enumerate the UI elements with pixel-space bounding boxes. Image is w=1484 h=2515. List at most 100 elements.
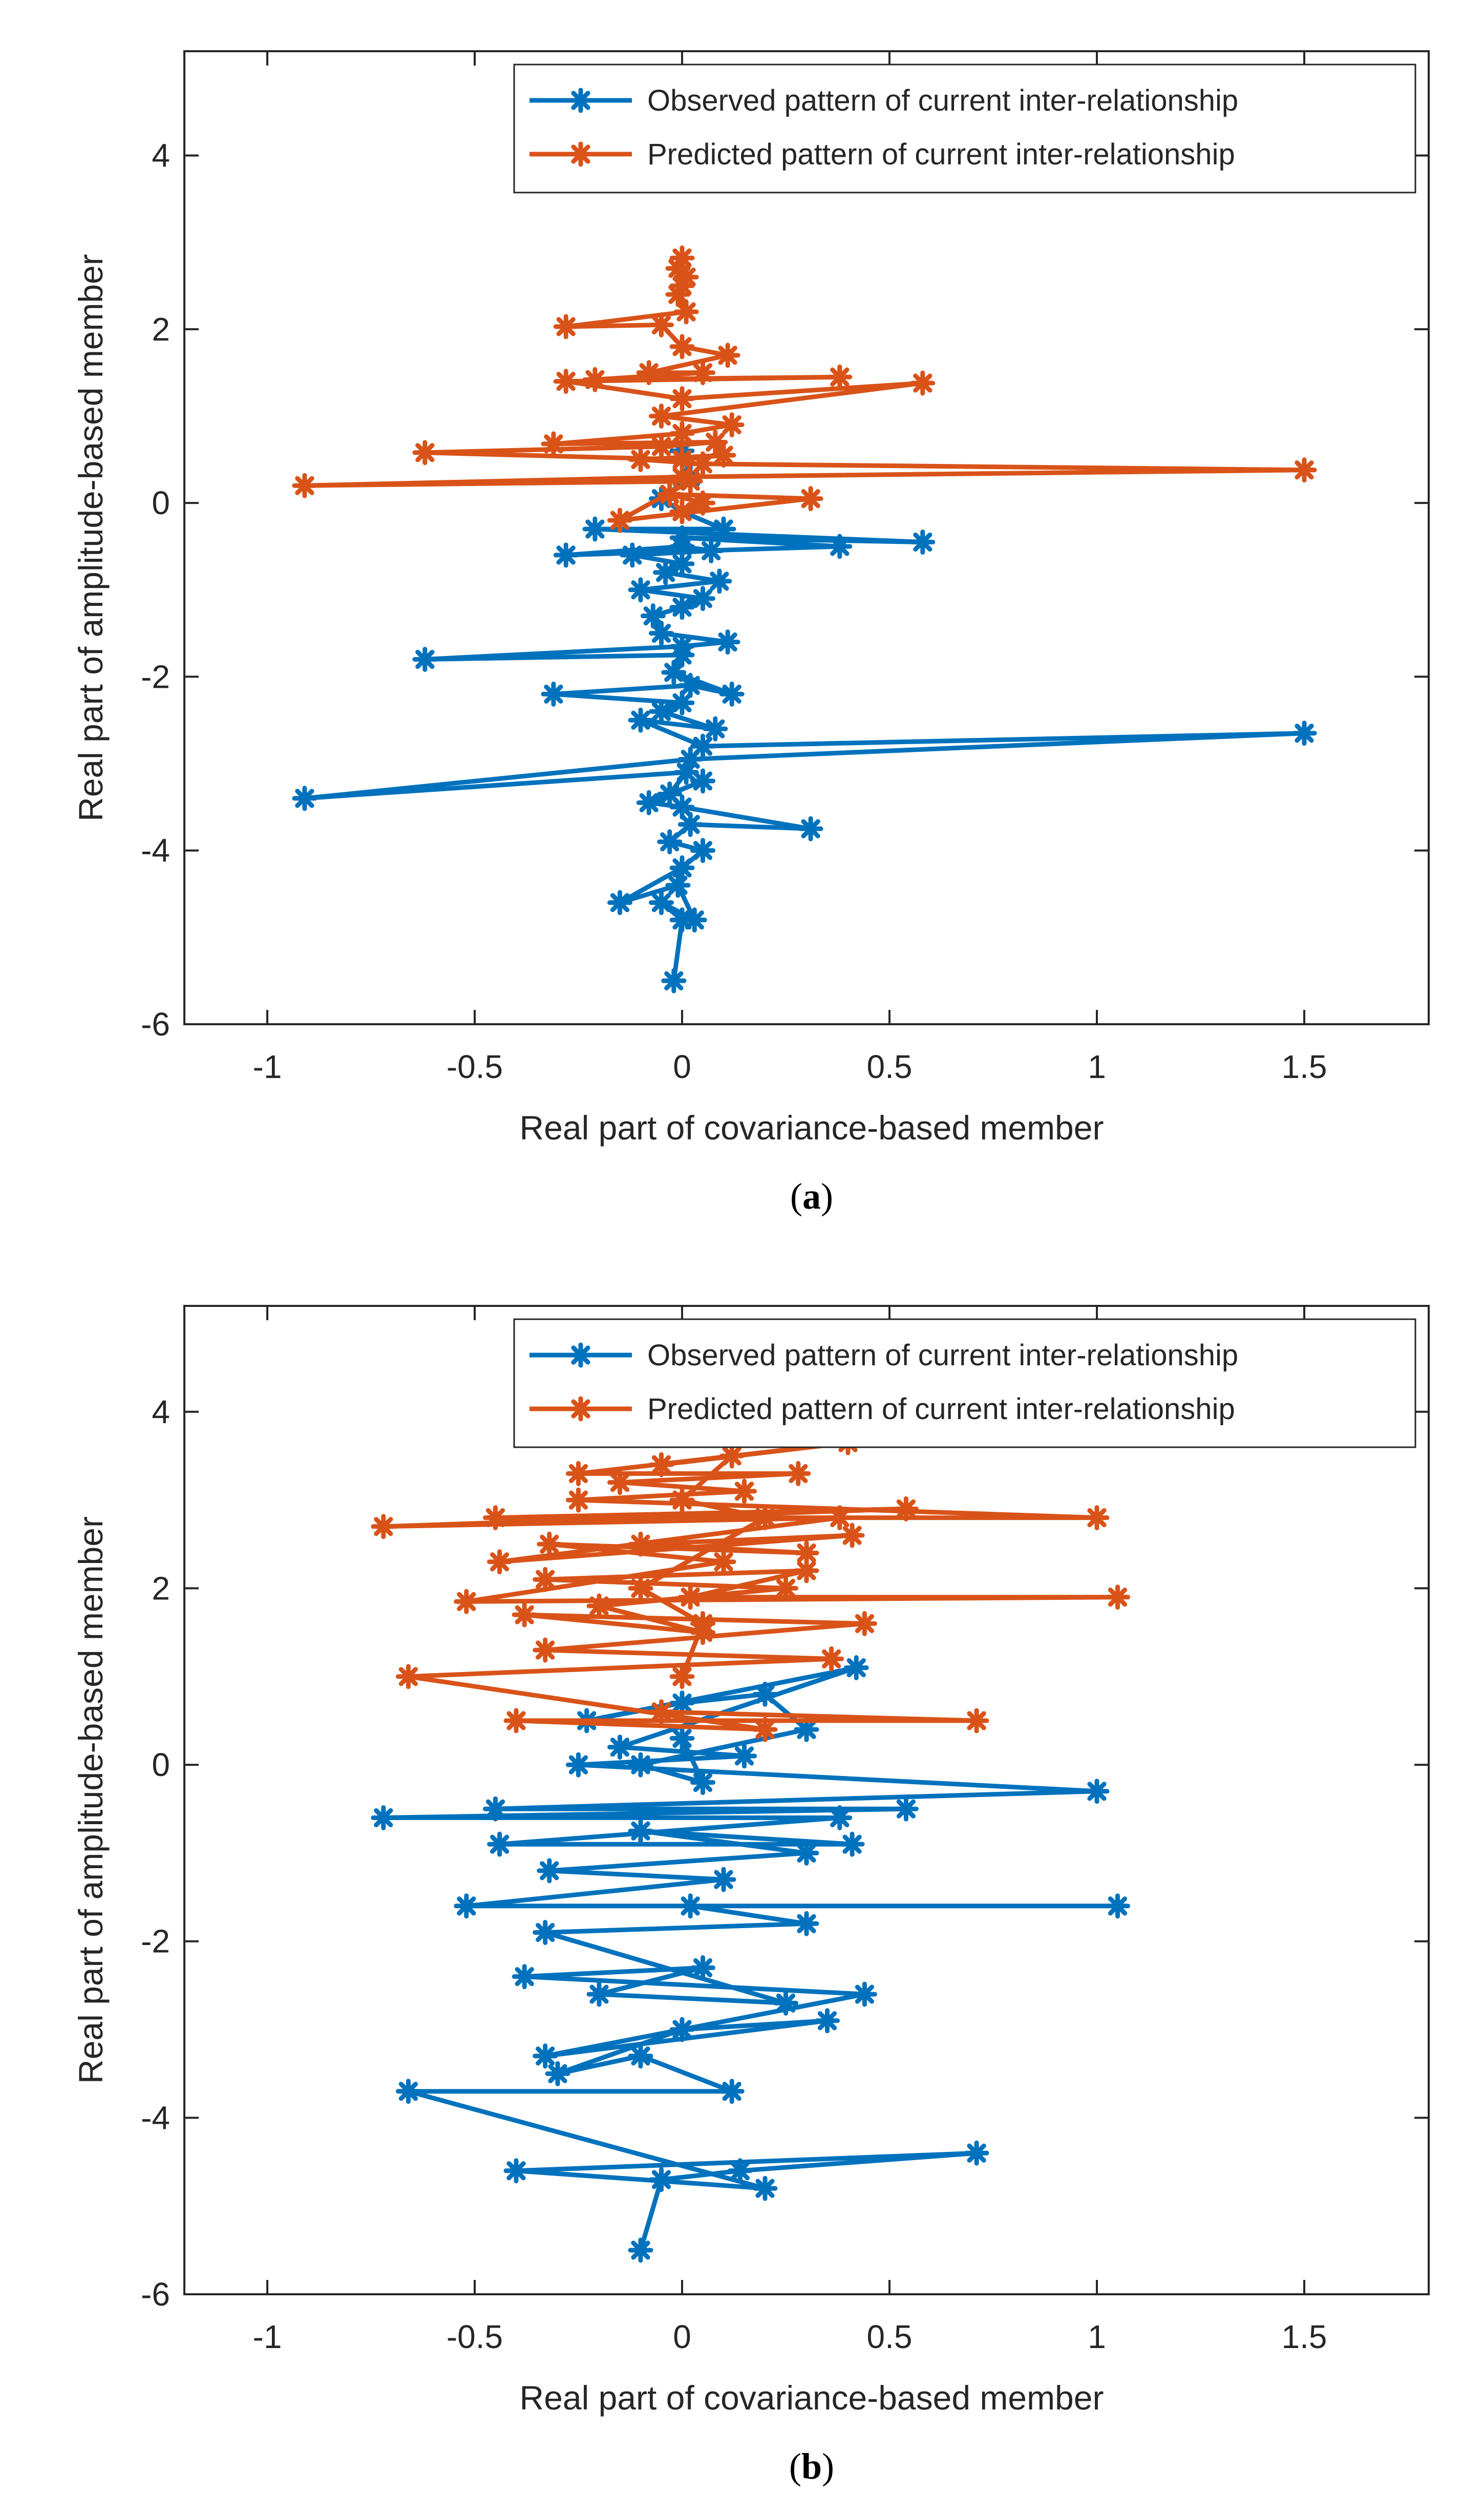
data-point <box>669 595 695 620</box>
data-point <box>292 786 317 811</box>
data-point <box>1105 1893 1130 1919</box>
data-point <box>1105 1584 1130 1610</box>
y-tick-label: 4 <box>152 1393 170 1430</box>
y-axis-label: Real part of amplitude-based member <box>72 1516 110 2084</box>
data-point <box>669 499 695 524</box>
y-axis-label: Real part of amplitude-based member <box>72 254 110 821</box>
data-point <box>794 1540 819 1566</box>
data-point <box>677 1893 703 1919</box>
data-point <box>798 816 823 841</box>
legend-marker-observed <box>568 1342 593 1368</box>
caption-close: ) <box>822 2446 834 2487</box>
x-tick-label: 1.5 <box>1282 1048 1327 1085</box>
data-point <box>715 629 740 655</box>
data-point <box>711 442 736 468</box>
data-point <box>910 529 936 555</box>
data-point <box>715 343 740 368</box>
data-point <box>503 2158 529 2184</box>
data-point <box>512 1964 537 1990</box>
y-tick-label: 0 <box>152 484 170 521</box>
data-point <box>503 1708 529 1734</box>
data-point <box>690 1770 715 1795</box>
legend-label-predicted: Predicted pattern of current inter-relat… <box>647 138 1235 171</box>
y-tick-label: 0 <box>152 1746 170 1783</box>
data-point <box>669 464 695 490</box>
data-point <box>1291 457 1317 483</box>
data-point <box>628 1575 653 1601</box>
x-tick-label: 1 <box>1088 1048 1106 1085</box>
data-point <box>794 1911 819 1936</box>
data-point <box>711 1549 736 1575</box>
panel-caption: (a) <box>790 1176 833 1217</box>
data-point <box>483 1505 508 1531</box>
data-point <box>487 1549 513 1575</box>
data-point <box>653 560 679 585</box>
series-predicted <box>371 1430 1130 1742</box>
data-point <box>661 968 687 994</box>
data-point <box>636 360 662 386</box>
data-point <box>893 1496 919 1521</box>
data-point <box>711 1867 736 1892</box>
data-point <box>964 2140 989 2166</box>
data-point <box>620 542 645 568</box>
data-point <box>628 577 653 603</box>
data-point <box>669 386 695 412</box>
data-point <box>752 1681 778 1707</box>
data-point <box>649 1452 674 1477</box>
data-point <box>395 1664 421 1689</box>
x-tick-label: 0.5 <box>867 1048 913 1085</box>
data-point <box>773 1575 798 1601</box>
caption-letter: b <box>801 2446 822 2487</box>
y-tick-label: 2 <box>152 311 170 348</box>
data-point <box>628 707 653 733</box>
data-point <box>732 1478 757 1504</box>
y-tick-label: 2 <box>152 1570 170 1607</box>
data-point <box>893 1796 919 1822</box>
data-point <box>703 429 728 455</box>
legend-label-observed: Observed pattern of current inter-relati… <box>647 1339 1238 1372</box>
legend-label-predicted: Predicted pattern of current inter-relat… <box>647 1392 1235 1426</box>
data-point <box>454 1893 479 1919</box>
data-point <box>673 299 699 325</box>
data-point <box>640 603 666 629</box>
data-point <box>669 2017 695 2042</box>
data-point <box>839 1831 865 1857</box>
data-point <box>727 2158 753 2184</box>
data-point <box>582 367 608 392</box>
data-point <box>669 447 695 472</box>
data-point <box>649 1699 674 1725</box>
data-point <box>649 312 674 337</box>
data-point <box>657 781 683 807</box>
legend-marker-observed <box>568 88 593 113</box>
data-point <box>827 364 853 390</box>
data-point <box>483 1796 508 1822</box>
caption-open: ( <box>790 1176 802 1217</box>
data-point <box>669 690 695 715</box>
data-point <box>669 794 695 820</box>
legend-marker-predicted <box>568 1396 593 1422</box>
data-point <box>669 551 695 577</box>
series-observed <box>371 1655 1130 2263</box>
data-point <box>566 1487 591 1513</box>
legend-marker-predicted <box>568 141 593 167</box>
data-point <box>677 747 703 772</box>
data-point <box>839 1523 865 1548</box>
data-point <box>541 681 566 707</box>
data-point <box>964 1708 989 1734</box>
data-point <box>677 812 703 837</box>
data-point <box>566 1752 591 1778</box>
data-point <box>628 1531 653 1557</box>
x-tick-label: 0.5 <box>867 2318 913 2355</box>
data-point <box>910 370 936 396</box>
data-point <box>690 1611 715 1636</box>
caption-open: ( <box>789 2446 801 2487</box>
data-point <box>1291 721 1317 746</box>
data-point <box>673 759 699 785</box>
data-point <box>586 1981 612 2007</box>
data-point <box>607 508 632 533</box>
y-tick-label: -4 <box>141 832 170 869</box>
data-point <box>669 1487 695 1513</box>
data-point <box>690 768 715 794</box>
caption-letter: a <box>802 1176 821 1217</box>
data-point <box>628 2043 653 2069</box>
